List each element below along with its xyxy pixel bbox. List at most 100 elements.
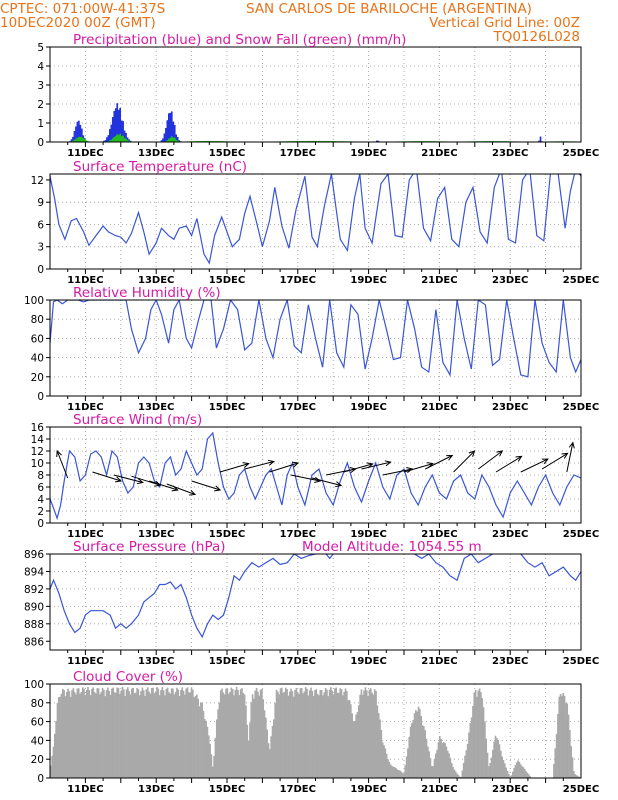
x-tick-label: 17DEC bbox=[280, 529, 316, 540]
cloud-bar bbox=[356, 711, 359, 778]
cloud-bar bbox=[251, 694, 254, 778]
x-tick-label: 17DEC bbox=[280, 656, 316, 667]
y-tick-label: 14 bbox=[31, 434, 45, 446]
wind-arrowhead bbox=[56, 449, 62, 458]
cloud-bar bbox=[254, 690, 257, 778]
cloud-bar bbox=[298, 693, 300, 778]
wind-arrow bbox=[290, 474, 321, 482]
precip-bar bbox=[109, 129, 111, 142]
precip-bar bbox=[539, 136, 542, 142]
snow-bar bbox=[172, 137, 175, 142]
wind-arrowhead bbox=[406, 467, 414, 474]
precip-bar bbox=[172, 121, 175, 142]
cloud-bar bbox=[279, 688, 282, 778]
cloud-bar bbox=[436, 749, 438, 778]
cloud-bar bbox=[107, 687, 109, 778]
cloud-bar bbox=[365, 690, 368, 778]
cloud-bar bbox=[286, 689, 288, 778]
cloud-bar bbox=[100, 691, 103, 778]
panel-title: Surface Pressure (hPa) bbox=[73, 539, 226, 555]
precip-bar bbox=[119, 107, 121, 142]
cloud-bar bbox=[415, 710, 417, 778]
y-tick-label: 12 bbox=[31, 175, 44, 187]
y-tick-label: 3 bbox=[37, 80, 44, 92]
cloud-bar bbox=[194, 696, 197, 778]
y-tick-label: 886 bbox=[24, 636, 44, 648]
cloud-bar bbox=[246, 724, 249, 778]
cloud-bar bbox=[492, 749, 494, 778]
x-tick-label: 25DEC bbox=[563, 148, 599, 159]
cloud-bar bbox=[138, 695, 141, 778]
precip-bar bbox=[125, 132, 127, 142]
cloud-bar bbox=[145, 689, 148, 778]
cloud-bar bbox=[119, 694, 121, 778]
panel-frame bbox=[49, 553, 582, 651]
cloud-bar bbox=[215, 719, 218, 778]
snow-bar bbox=[209, 140, 211, 142]
cloud-bar bbox=[408, 736, 411, 778]
x-tick-label: 19DEC bbox=[350, 402, 386, 413]
y-tick-label: 80 bbox=[31, 698, 44, 710]
cloud-bar bbox=[392, 766, 395, 778]
y-tick-label: 4 bbox=[37, 494, 44, 506]
x-tick-label: 11DEC bbox=[67, 402, 103, 413]
cloud-bar bbox=[521, 766, 523, 778]
cloud-bar bbox=[275, 689, 278, 778]
cloud-bar bbox=[485, 738, 488, 778]
cloud-bar bbox=[230, 687, 233, 778]
y-tick-label: 6 bbox=[37, 219, 44, 231]
cloud-bar bbox=[494, 735, 497, 778]
cloud-bar bbox=[330, 687, 332, 778]
cloud-bar bbox=[89, 695, 92, 778]
y-tick-label: 100 bbox=[24, 295, 44, 307]
snow-bar bbox=[82, 138, 85, 142]
cloud-bar bbox=[360, 689, 363, 778]
cloud-bar bbox=[64, 696, 67, 778]
cloud-bar bbox=[423, 726, 425, 778]
cloud-bar bbox=[299, 688, 302, 778]
cloud-bar bbox=[375, 691, 377, 778]
cloud-bar bbox=[165, 688, 168, 778]
wind-arrow bbox=[191, 480, 221, 491]
wind-arrow bbox=[382, 468, 413, 476]
cloud-bar bbox=[318, 695, 320, 778]
cloud-bar bbox=[473, 692, 476, 778]
cloud-bar bbox=[227, 693, 230, 778]
snow-bar bbox=[122, 135, 124, 142]
cloud-bar bbox=[173, 694, 176, 778]
snow-bar bbox=[312, 140, 315, 142]
cloud-bar bbox=[489, 762, 492, 778]
precip-bar bbox=[165, 127, 167, 142]
plot-area-temperature bbox=[50, 174, 581, 265]
y-tick-label: 890 bbox=[24, 601, 44, 613]
cloud-bar bbox=[429, 758, 432, 778]
cloud-bar bbox=[578, 776, 580, 778]
snow-bar bbox=[168, 138, 170, 142]
snow-bar bbox=[305, 140, 307, 142]
cloud-bar bbox=[231, 689, 234, 778]
cloud-bar bbox=[388, 761, 391, 778]
snow-bar bbox=[110, 139, 113, 142]
cloud-bar bbox=[310, 687, 312, 778]
cloud-bar bbox=[266, 729, 269, 778]
cloud-bar bbox=[158, 695, 161, 778]
cloud-bar bbox=[384, 748, 387, 778]
cloud-bar bbox=[238, 695, 241, 778]
x-tick-label: 13DEC bbox=[138, 529, 174, 540]
y-tick-label: 2 bbox=[37, 99, 44, 111]
x-tick-label: 11DEC bbox=[67, 275, 103, 286]
precip-bar bbox=[116, 103, 119, 142]
y-tick-label: 896 bbox=[24, 549, 44, 561]
cloud-bar bbox=[376, 705, 379, 778]
cloud-bar bbox=[292, 696, 295, 778]
cloud-bar bbox=[507, 773, 510, 778]
cloud-bar bbox=[353, 721, 356, 778]
cloud-bar bbox=[474, 689, 477, 778]
x-tick-label: 21DEC bbox=[421, 148, 457, 159]
cloud-bar bbox=[464, 755, 466, 778]
cloud-bar bbox=[452, 766, 454, 778]
cloud-bar bbox=[287, 695, 290, 778]
cloud-bar bbox=[441, 743, 444, 778]
plot-area-humidity bbox=[50, 300, 581, 378]
